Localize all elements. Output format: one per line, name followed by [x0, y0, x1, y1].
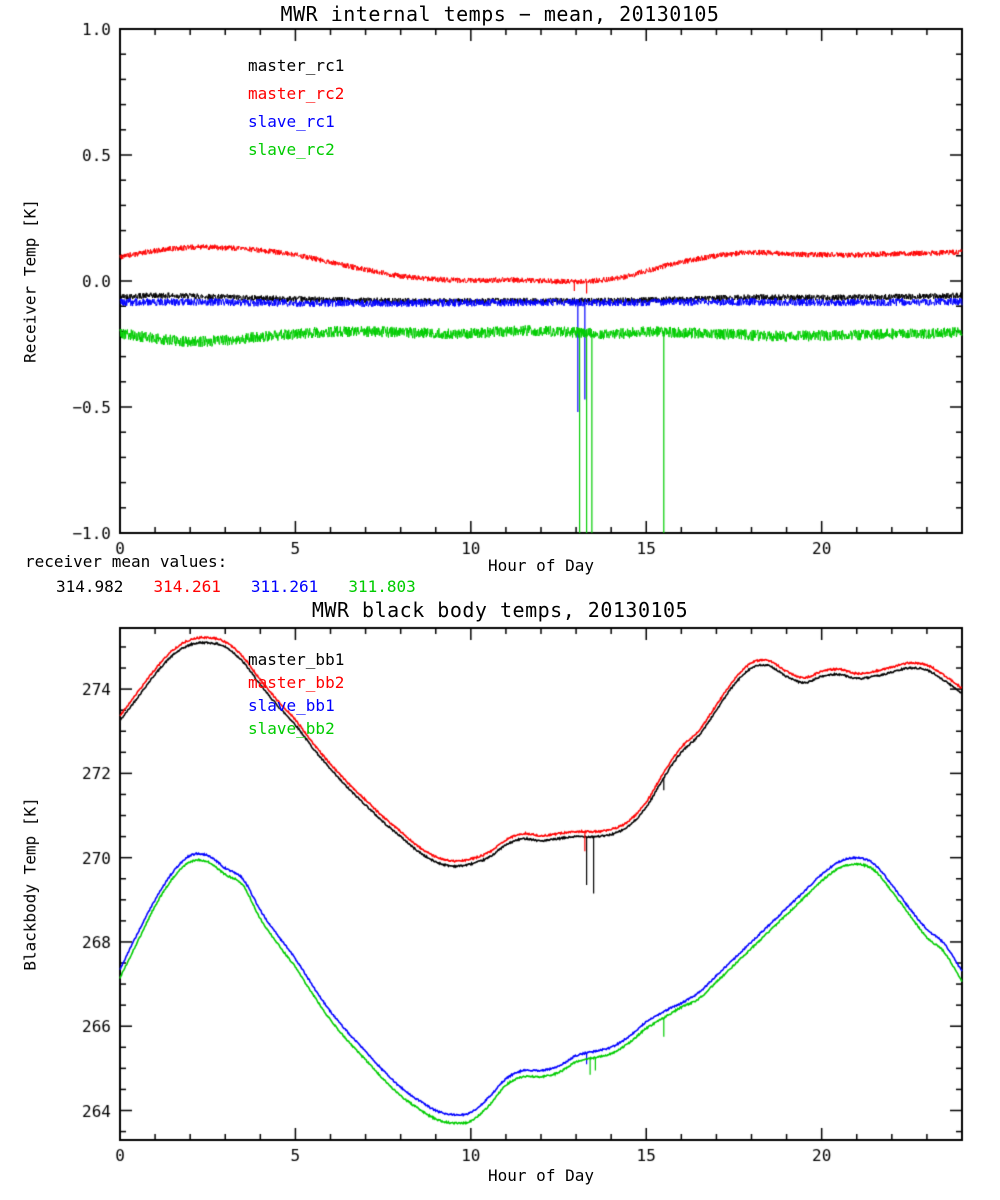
blackbody-chart-legend: master_bb1 master_bb2 slave_bb1 slave_bb2 — [248, 648, 344, 740]
legend-slave_rc2: slave_rc2 — [248, 140, 335, 159]
mean-value: 311.261 — [250, 577, 319, 596]
receiver-x-axis-label: Hour of Day — [488, 556, 594, 575]
receiver-chart-canvas — [0, 0, 1000, 600]
receiver-chart-legend: master_rc1 master_rc2 slave_rc1 slave_rc2 — [248, 52, 344, 164]
legend-master_rc2: master_rc2 — [248, 84, 345, 103]
blackbody-chart-canvas — [0, 600, 1000, 1200]
legend-slave_bb2: slave_bb2 — [248, 719, 335, 738]
legend-master_bb2: master_bb2 — [248, 673, 345, 692]
legend-slave_rc1: slave_rc1 — [248, 112, 335, 131]
mean-value: 314.982 — [56, 577, 124, 596]
blackbody-x-axis-label: Hour of Day — [488, 1166, 594, 1185]
legend-master_bb1: master_bb1 — [248, 650, 345, 669]
receiver-y-axis-label: Receiver Temp [K] — [20, 199, 40, 363]
receiver-mean-values: 314.982 314.261 311.261 311.803 — [56, 577, 446, 596]
legend-slave_bb1: slave_bb1 — [248, 696, 335, 715]
blackbody-y-axis-label: Blackbody Temp [K] — [20, 797, 40, 971]
legend-master_rc1: master_rc1 — [248, 56, 345, 75]
mean-value: 311.803 — [348, 577, 416, 596]
receiver-mean-values-label: receiver mean values: — [25, 552, 228, 571]
mean-value: 314.261 — [153, 577, 221, 596]
